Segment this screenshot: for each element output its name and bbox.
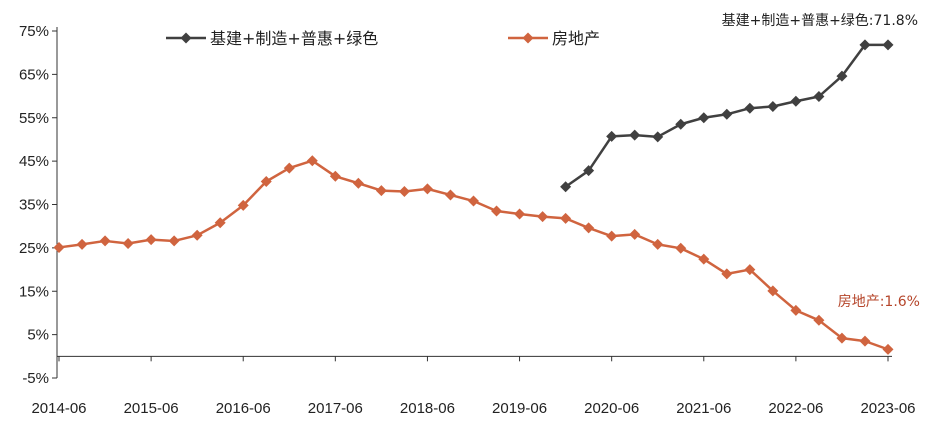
data-point (836, 70, 848, 82)
x-tick-label: 2019-06 (492, 400, 547, 417)
legend-label: 房地产 (552, 29, 600, 48)
series-1 (53, 155, 894, 355)
data-point (652, 131, 664, 143)
y-tick-label: 5% (27, 327, 49, 344)
data-point (214, 217, 226, 229)
y-tick-label: 45% (19, 153, 49, 170)
data-point (560, 181, 572, 193)
data-point (514, 208, 526, 220)
data-point (882, 39, 894, 51)
x-tick-label: 2018-06 (400, 400, 455, 417)
data-point (329, 170, 341, 182)
y-tick-label: 55% (19, 110, 49, 127)
series-layer (53, 39, 894, 355)
data-point (398, 185, 410, 197)
data-point (306, 155, 318, 167)
x-tick-label: 2017-06 (308, 400, 363, 417)
legend-marker (522, 32, 534, 44)
legend-item-1: 房地产 (508, 29, 600, 48)
data-point (352, 177, 364, 189)
data-point (882, 343, 894, 355)
data-point (283, 162, 295, 174)
data-point (122, 238, 134, 250)
data-point (790, 304, 802, 316)
data-point (744, 264, 756, 276)
data-point (583, 222, 595, 234)
data-point (744, 102, 756, 114)
data-point (191, 229, 203, 241)
data-point (813, 90, 825, 102)
data-point (237, 199, 249, 211)
data-point (468, 195, 479, 207)
x-tick-label: 2020-06 (584, 400, 639, 417)
data-point (606, 130, 618, 142)
x-tick-label: 2021-06 (676, 400, 731, 417)
x-tick-label: 2023-06 (860, 400, 915, 417)
data-point (721, 268, 733, 280)
data-point (260, 176, 272, 188)
data-point (560, 212, 572, 224)
annotations: 基建+制造+普惠+绿色:71.8% 房地产:1.6% (722, 12, 920, 310)
data-point (53, 241, 65, 253)
x-tick-label: 2022-06 (768, 400, 823, 417)
y-tick-label: 25% (19, 240, 49, 257)
data-point (76, 238, 88, 250)
data-point (444, 189, 456, 201)
data-point (491, 205, 503, 217)
x-tick-label: 2016-06 (216, 400, 271, 417)
y-tick-label: 35% (19, 197, 49, 214)
annotation-label: 基建+制造+普惠+绿色:71.8% (722, 12, 918, 29)
data-point (606, 230, 618, 242)
y-tick-label: 75% (19, 23, 49, 40)
data-point (675, 118, 687, 130)
y-tick-label: 65% (19, 66, 49, 83)
data-point (698, 253, 710, 265)
annotation-label: 房地产:1.6% (838, 294, 920, 310)
legend-item-0: 基建+制造+普惠+绿色 (166, 29, 378, 48)
series-0 (560, 39, 894, 193)
data-point (652, 238, 664, 250)
data-point (675, 242, 687, 254)
data-point (168, 235, 180, 247)
data-point (537, 211, 549, 223)
data-point (767, 100, 779, 112)
x-tick-label: 2014-06 (31, 400, 86, 417)
data-point (629, 129, 641, 141)
data-point (813, 314, 825, 326)
series-line (58, 159, 889, 351)
data-point (790, 95, 802, 107)
data-point (836, 332, 848, 344)
data-point (698, 112, 710, 124)
x-tick-label: 2015-06 (124, 400, 179, 417)
data-point (859, 39, 871, 51)
data-point (767, 285, 779, 297)
data-point (421, 183, 433, 195)
axes-layer: 75% 65% 55% 45% 35% 25% 15% 5% -5% 2014-06 2015-06… (19, 23, 916, 417)
data-point (859, 335, 871, 347)
y-tick-label: -5% (22, 370, 49, 387)
legend-label: 基建+制造+普惠+绿色 (210, 29, 378, 48)
data-point (375, 185, 387, 197)
data-point (721, 108, 733, 120)
legend-marker (180, 32, 192, 44)
data-point (583, 165, 595, 177)
legend: 基建+制造+普惠+绿色 房地产 (166, 29, 600, 48)
data-point (145, 234, 157, 246)
data-point (99, 235, 111, 247)
y-tick-label: 15% (19, 283, 49, 300)
data-point (629, 228, 641, 240)
